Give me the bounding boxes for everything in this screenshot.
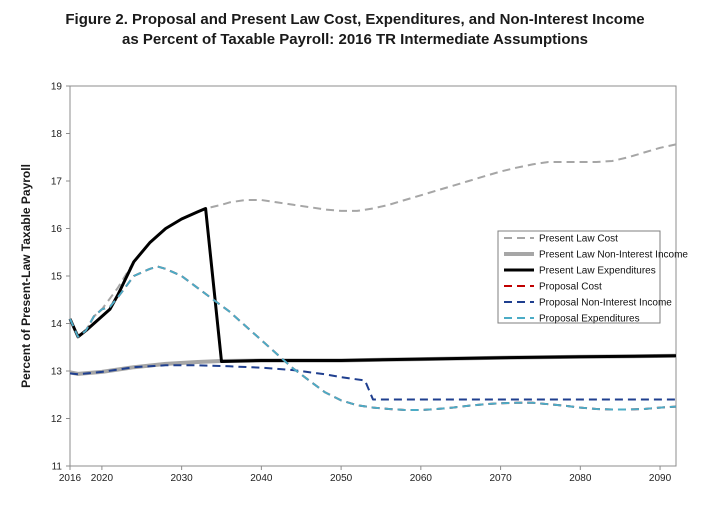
x-tick-label: 2070 xyxy=(489,473,512,484)
x-tick-label: 2020 xyxy=(91,473,114,484)
series-line-proposal-expenditures xyxy=(69,265,677,411)
y-tick-label: 12 xyxy=(51,414,63,425)
series-lines xyxy=(68,143,677,411)
legend-label-present-law-expenditures: Present Law Expenditures xyxy=(539,266,656,277)
y-tick-label: 16 xyxy=(51,224,63,235)
axes: 11 12 13 14 15 16 17 18 19 2016 2020 2030 2040 2050 20… xyxy=(51,82,672,485)
y-tick-label: 17 xyxy=(51,177,63,188)
legend: Present Law Cost Present Law Non-Interest… xyxy=(497,230,688,325)
x-tick-label: 2090 xyxy=(649,473,672,484)
x-tick-label: 2060 xyxy=(410,473,433,484)
legend-box xyxy=(497,230,661,324)
y-tick-label: 15 xyxy=(51,272,63,283)
x-tick-label: 2016 xyxy=(59,473,82,484)
chart-title-line-1: Figure 2. Proposal and Present Law Cost,… xyxy=(65,11,645,28)
x-tick-label: 2050 xyxy=(330,473,353,484)
legend-label-proposal-non-interest-income: Proposal Non-Interest Income xyxy=(539,298,672,309)
chart-title: Figure 2. Proposal and Present Law Cost,… xyxy=(0,10,710,50)
x-tick-label: 2080 xyxy=(569,473,592,484)
y-axis-label: Percent of Present-Law Taxable Payroll xyxy=(19,164,33,388)
chart-title-line-2: as Percent of Taxable Payroll: 2016 TR I… xyxy=(122,31,588,48)
x-tick-label: 2030 xyxy=(171,473,194,484)
series-line-present-law-expenditures xyxy=(68,207,677,363)
legend-label-proposal-cost: Proposal Cost xyxy=(539,282,602,293)
x-tick-label: 2040 xyxy=(250,473,273,484)
legend-label-present-law-non-interest-income: Present Law Non-Interest Income xyxy=(539,250,688,261)
series-line-proposal-non-interest-income xyxy=(69,364,676,401)
legend-label-proposal-expenditures: Proposal Expenditures xyxy=(539,314,640,325)
y-tick-label: 13 xyxy=(51,367,63,378)
y-tick-label: 14 xyxy=(51,319,63,330)
y-tick-label: 11 xyxy=(52,462,63,473)
y-tick-label: 18 xyxy=(51,129,63,140)
y-tick-label: 19 xyxy=(51,82,63,93)
legend-label-present-law-cost: Present Law Cost xyxy=(539,234,618,245)
